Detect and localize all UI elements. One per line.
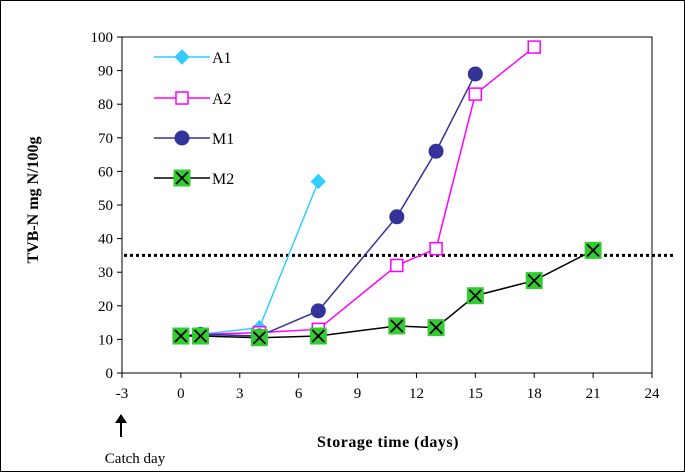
data-point-m1	[310, 303, 326, 319]
data-point-m1	[389, 209, 405, 225]
x-tick-label: -3	[116, 386, 129, 402]
x-tick-label: 3	[236, 386, 244, 402]
y-tick-label: 100	[91, 30, 114, 46]
data-point-m2	[309, 327, 327, 345]
legend-item-m2: M2	[154, 169, 234, 188]
x-axis-label: Storage time (days)	[317, 434, 459, 451]
y-axis-label: TVB-N mg N/100g	[25, 136, 42, 263]
legend-marker	[175, 91, 189, 105]
x-tick-label: 24	[645, 386, 661, 402]
legend-label: A1	[212, 50, 232, 67]
legend-item-a2: A2	[154, 91, 232, 108]
catch-day-arrow	[115, 414, 127, 437]
legend-item-m1: M1	[154, 130, 234, 148]
x-tick-label: 15	[468, 386, 483, 402]
data-point-m2	[192, 327, 210, 345]
data-point-m1	[467, 66, 483, 82]
data-point-a2	[468, 87, 483, 101]
data-point-m2	[250, 329, 268, 347]
y-tick-label: 40	[98, 232, 113, 248]
data-point-a2	[527, 40, 541, 54]
x-tick-label: 21	[586, 386, 601, 402]
data-point-m2	[172, 327, 190, 345]
legend-item-a1: A1	[154, 49, 232, 67]
y-tick-label: 90	[98, 64, 113, 80]
data-point-m2	[525, 272, 543, 290]
data-point-m2	[584, 241, 602, 259]
data-point-a2	[429, 241, 443, 256]
data-point-a2	[390, 258, 404, 273]
y-tick-label: 30	[98, 265, 113, 281]
legend-label: A2	[212, 91, 232, 108]
y-tick-label: 80	[98, 97, 113, 113]
data-point-m2	[466, 287, 484, 305]
data-point-m2	[427, 319, 445, 337]
data-point-m2	[388, 317, 406, 335]
legend-marker	[173, 169, 191, 187]
legend-marker	[174, 130, 190, 146]
legend-label: M1	[212, 131, 234, 148]
legend-label: M2	[212, 171, 234, 188]
y-tick-label: 60	[98, 164, 113, 180]
y-tick-label: 20	[98, 299, 113, 315]
legend-marker	[174, 49, 190, 65]
series-m2	[172, 241, 602, 347]
x-tick-label: 18	[527, 386, 542, 402]
y-tick-label: 50	[98, 198, 113, 214]
x-tick-label: 12	[409, 386, 424, 402]
y-tick-label: 70	[98, 131, 113, 147]
x-tick-label: 0	[177, 386, 185, 402]
catch-day-annotation: Catch day	[105, 451, 166, 467]
data-point-a1	[310, 173, 327, 190]
x-tick-label: 9	[354, 386, 362, 402]
x-tick-label: 6	[295, 386, 303, 402]
data-point-m1	[428, 143, 444, 159]
y-tick-label: 10	[98, 332, 113, 348]
y-tick-label: 0	[106, 366, 114, 382]
